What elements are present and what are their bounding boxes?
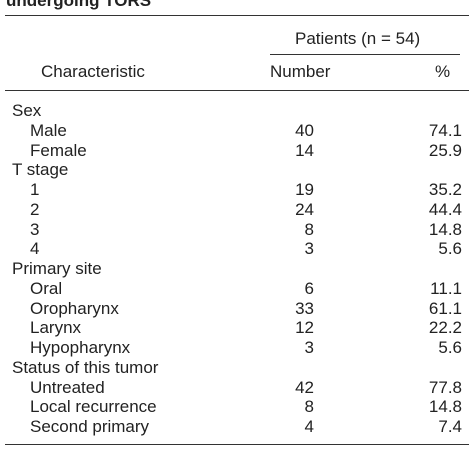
row-label: 3 bbox=[30, 219, 40, 239]
percent-cell: 14.8 bbox=[428, 219, 462, 239]
section-label: Sex bbox=[12, 101, 42, 120]
table-row: Untreated 42 77.8 bbox=[0, 378, 474, 398]
number-cell: 8 bbox=[304, 219, 314, 239]
row-label: 4 bbox=[30, 239, 40, 259]
table-row: Female 14 25.9 bbox=[0, 141, 474, 161]
number-cell: 42 bbox=[295, 377, 314, 397]
number-cell: 40 bbox=[295, 120, 314, 140]
table-body: Sex Male 40 74.1 Female 14 25.9 T stage 1 19 35.2 2… bbox=[0, 101, 474, 437]
section-label: T stage bbox=[12, 160, 69, 180]
percent-cell: 5.6 bbox=[438, 338, 462, 357]
table-row: Oral 6 11.1 bbox=[0, 279, 474, 299]
section-row: Primary site bbox=[0, 259, 474, 279]
number-cell: 19 bbox=[295, 180, 314, 199]
number-cell: 6 bbox=[304, 278, 314, 298]
header-rule bbox=[5, 90, 469, 91]
percent-cell: 14.8 bbox=[428, 397, 462, 417]
row-label: Oral bbox=[30, 278, 63, 298]
percent-cell: 25.9 bbox=[428, 140, 462, 160]
top-rule bbox=[5, 15, 469, 16]
row-label: Male bbox=[30, 120, 67, 140]
row-label: 1 bbox=[30, 180, 40, 199]
table-row: 4 3 5.6 bbox=[0, 239, 474, 259]
number-cell: 12 bbox=[295, 318, 314, 338]
number-cell: 3 bbox=[304, 239, 314, 259]
number-cell: 14 bbox=[295, 140, 314, 160]
table-row: Larynx 12 22.2 bbox=[0, 318, 474, 338]
row-label: 2 bbox=[30, 199, 40, 219]
row-label: Second primary bbox=[30, 417, 150, 436]
patients-header-rule bbox=[270, 54, 460, 55]
section-label: Primary site bbox=[12, 259, 102, 278]
number-cell: 8 bbox=[304, 397, 314, 417]
section-row: T stage bbox=[0, 160, 474, 180]
row-label: Female bbox=[30, 140, 87, 160]
percent-cell: 7.4 bbox=[438, 417, 462, 436]
percent-cell: 61.1 bbox=[428, 298, 462, 318]
percent-cell: 44.4 bbox=[428, 199, 462, 219]
percent-cell: 22.2 bbox=[428, 318, 462, 338]
bottom-rule bbox=[5, 444, 469, 445]
table-row: 1 19 35.2 bbox=[0, 180, 474, 200]
table-row: 3 8 14.8 bbox=[0, 220, 474, 240]
section-row: Status of this tumor bbox=[0, 358, 474, 378]
percent-cell: 11.1 bbox=[430, 278, 462, 298]
table-row: Hypopharynx 3 5.6 bbox=[0, 338, 474, 358]
number-cell: 24 bbox=[295, 199, 314, 219]
table-caption: undergoing TORS bbox=[6, 0, 152, 10]
row-label: Larynx bbox=[30, 318, 82, 338]
table-row: Second primary 4 7.4 bbox=[0, 417, 474, 437]
number-header: Number bbox=[270, 62, 331, 81]
row-label: Oropharynx bbox=[30, 298, 119, 318]
row-label: Local recurrence bbox=[30, 397, 157, 417]
percent-cell: 5.6 bbox=[438, 239, 462, 259]
patients-header: Patients (n = 54) bbox=[295, 29, 421, 48]
row-label: Untreated bbox=[30, 377, 105, 397]
table-row: Local recurrence 8 14.8 bbox=[0, 397, 474, 417]
table-row: 2 24 44.4 bbox=[0, 200, 474, 220]
section-label: Status of this tumor bbox=[12, 357, 159, 377]
percent-cell: 77.8 bbox=[428, 377, 462, 397]
number-cell: 4 bbox=[304, 417, 314, 436]
table-row: Male 40 74.1 bbox=[0, 121, 474, 141]
table-row: Oropharynx 33 61.1 bbox=[0, 299, 474, 319]
section-row: Sex bbox=[0, 101, 474, 121]
number-cell: 33 bbox=[295, 298, 314, 318]
row-label: Hypopharynx bbox=[30, 338, 131, 357]
percent-cell: 35.2 bbox=[428, 180, 462, 199]
percent-header: % bbox=[435, 62, 451, 81]
characteristic-header: Characteristic bbox=[41, 62, 145, 81]
percent-cell: 74.1 bbox=[428, 120, 462, 140]
number-cell: 3 bbox=[304, 338, 314, 357]
